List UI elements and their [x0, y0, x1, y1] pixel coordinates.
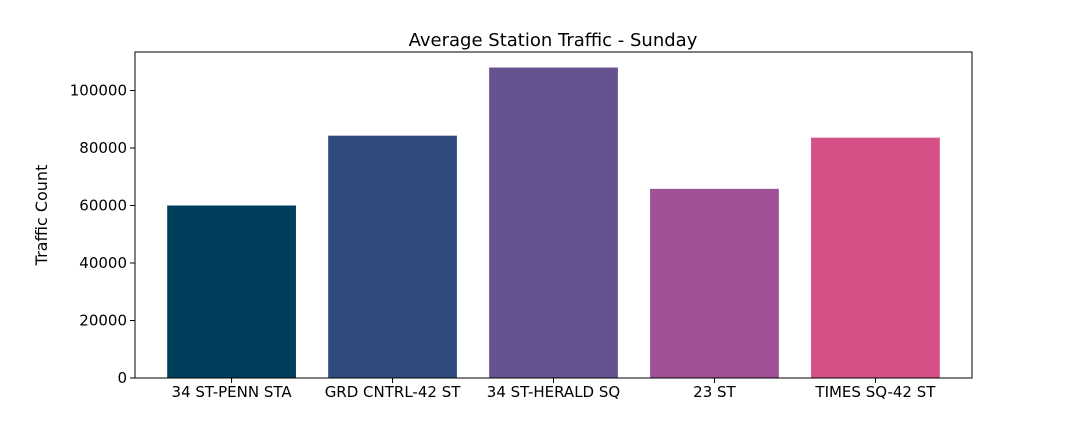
- y-tick-label-1: 20000: [79, 312, 127, 330]
- y-tick-label-2: 40000: [79, 254, 127, 272]
- chart-title: Average Station Traffic - Sunday: [409, 30, 698, 51]
- x-tick-label-1: GRD CNTRL-42 ST: [325, 383, 462, 401]
- y-tick-label-0: 0: [117, 369, 127, 387]
- bar-2: [489, 67, 618, 379]
- y-tick-label-5: 100000: [70, 82, 127, 100]
- ticks-layer: 34 ST-PENN STA GRD CNTRL-42 ST 34 ST-HERAL…: [70, 82, 937, 401]
- y-tick-label-3: 60000: [79, 197, 127, 215]
- x-tick-label-4: TIMES SQ-42 ST: [814, 383, 936, 401]
- x-tick-label-0: 34 ST-PENN STA: [172, 383, 293, 401]
- x-tick-label-2: 34 ST-HERALD SQ: [487, 383, 620, 401]
- bar-1: [328, 135, 457, 378]
- bar-0: [167, 205, 296, 378]
- bar-3: [650, 188, 779, 378]
- bar-4: [811, 137, 940, 378]
- y-axis-label: Traffic Count: [32, 165, 51, 267]
- x-tick-label-3: 23 ST: [693, 383, 736, 401]
- plot-frame: [134, 51, 973, 379]
- bars-layer: [167, 67, 940, 379]
- y-tick-label-4: 80000: [79, 139, 127, 157]
